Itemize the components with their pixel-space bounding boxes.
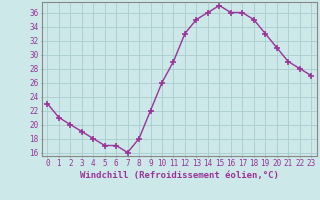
X-axis label: Windchill (Refroidissement éolien,°C): Windchill (Refroidissement éolien,°C) — [80, 171, 279, 180]
